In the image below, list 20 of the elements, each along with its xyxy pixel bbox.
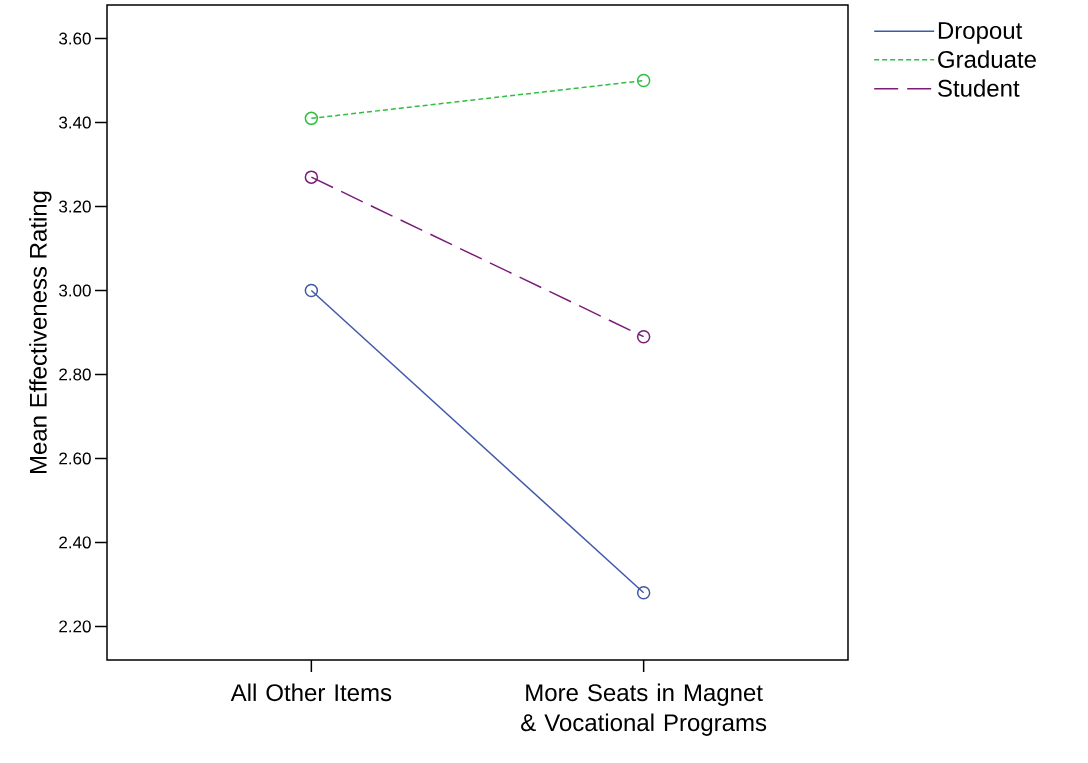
y-tick-label: 3.40 (59, 116, 91, 129)
y-tick-label: 2.80 (59, 368, 91, 381)
legend-label: Dropout (938, 22, 1023, 44)
y-axis-title: Mean Effectiveness Rating (29, 191, 52, 474)
y-tick-label: 3.00 (59, 284, 91, 297)
legend-label: Student (938, 79, 1020, 97)
point (636, 586, 651, 600)
x-tick-label: All Other Items (230, 683, 392, 702)
y-tick-label: 3.60 (59, 32, 91, 45)
point (304, 283, 319, 298)
point (636, 73, 651, 88)
y-tick-label: 2.40 (59, 536, 91, 549)
point (636, 329, 651, 344)
y-tick-label: 3.20 (59, 200, 91, 213)
x-tick-label: More Seats in Magnet & Vocational Programs (521, 683, 767, 736)
point (304, 111, 319, 126)
y-tick-label: 2.20 (59, 620, 91, 633)
point (304, 170, 319, 184)
y-tick-label: 2.60 (59, 452, 91, 465)
legend-label: Graduate (938, 50, 1036, 68)
